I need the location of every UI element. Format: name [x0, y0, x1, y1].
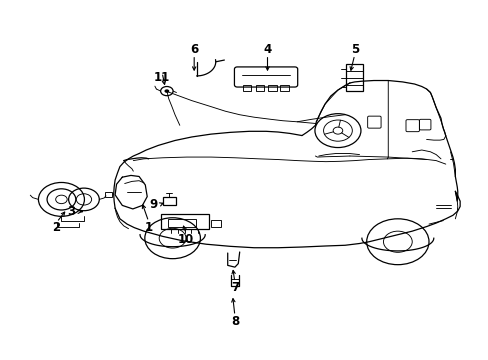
- Bar: [346, 64, 363, 91]
- Text: 8: 8: [230, 315, 239, 328]
- Text: 11: 11: [154, 71, 170, 84]
- Text: 1: 1: [144, 221, 152, 234]
- Text: 9: 9: [149, 198, 157, 211]
- Circle shape: [164, 89, 169, 93]
- Bar: [242, 85, 251, 91]
- Text: 6: 6: [190, 43, 198, 56]
- Bar: [280, 85, 288, 91]
- Bar: [210, 220, 220, 226]
- Text: 3: 3: [67, 205, 75, 218]
- Bar: [163, 197, 176, 206]
- Text: 4: 4: [263, 43, 271, 56]
- Bar: [267, 85, 276, 91]
- Bar: [255, 85, 264, 91]
- Text: 2: 2: [53, 221, 61, 234]
- Text: 7: 7: [230, 281, 239, 294]
- Text: 5: 5: [350, 43, 358, 56]
- Bar: [105, 192, 112, 197]
- Text: 10: 10: [178, 234, 194, 247]
- Bar: [167, 219, 195, 226]
- Bar: [160, 213, 208, 229]
